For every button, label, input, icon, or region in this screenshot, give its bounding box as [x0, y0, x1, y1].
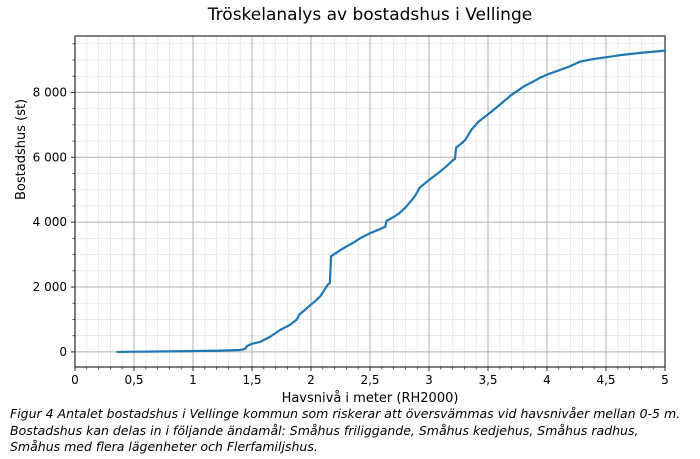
- x-tick-label: 3,5: [478, 373, 497, 387]
- chart-title: Tröskelanalys av bostadshus i Vellinge: [207, 5, 533, 25]
- plot-border: [74, 35, 666, 368]
- x-tick-label: 0,5: [124, 373, 143, 387]
- figure-caption: Figur 4 Antalet bostadshus i Vellinge ko…: [10, 406, 695, 456]
- x-tick-label: 1: [189, 373, 197, 387]
- x-tick-label: 1,5: [242, 373, 261, 387]
- x-tick-label: 2: [307, 373, 315, 387]
- y-tick-label: 0: [59, 345, 67, 359]
- caption-line-3: Småhus med flera lägenheter och Flerfami…: [10, 439, 318, 454]
- y-tick-label: 6 000: [33, 150, 67, 164]
- bostadshus-series-line: [116, 49, 667, 354]
- x-tick-label: 4: [543, 373, 551, 387]
- x-tick-label: 3: [425, 373, 433, 387]
- x-tick-label: 4,5: [596, 373, 615, 387]
- caption-line-1: Figur 4 Antalet bostadshus i Vellinge ko…: [10, 406, 681, 421]
- x-tick-label: 2,5: [360, 373, 379, 387]
- y-tick-label: 4 000: [33, 215, 67, 229]
- y-tick-label: 8 000: [33, 85, 67, 99]
- caption-line-2: Bostadshus kan delas in i följande ändam…: [10, 422, 639, 438]
- x-axis-label: Havsnivå i meter (RH2000): [281, 391, 459, 406]
- line-chart-plot-area: 0 0,5 1 1,5 2 2,5 3 3,5 4 4,5 5 0 2 000 4 000 6 000 8 0…: [33, 35, 669, 387]
- x-tick-label: 5: [661, 373, 669, 387]
- x-tick-label: 0: [71, 373, 79, 387]
- y-tick-label: 2 000: [33, 280, 67, 294]
